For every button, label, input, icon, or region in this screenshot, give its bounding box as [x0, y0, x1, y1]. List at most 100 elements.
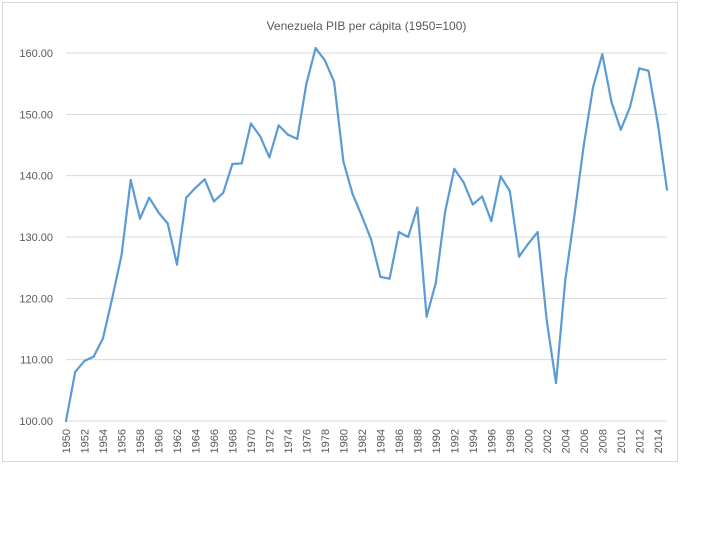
data-point: [194, 186, 197, 189]
x-tick-label: 1952: [79, 429, 91, 453]
x-axis-ticks: 1950 1952 1954 1956 1958 1960 1962 1964 1966 1968…: [61, 429, 665, 453]
data-point: [545, 319, 548, 323]
x-tick-label: 1980: [338, 429, 350, 453]
x-tick-label: 1994: [468, 429, 480, 453]
data-point: [157, 211, 160, 214]
x-tick-label: 1964: [190, 429, 202, 453]
data-point: [166, 222, 169, 225]
data-point: [296, 137, 299, 140]
data-point: [249, 122, 252, 125]
x-tick-label: 2002: [542, 429, 554, 453]
x-tick-label: 1976: [301, 429, 313, 453]
data-point: [508, 189, 511, 193]
x-tick-label: 1970: [246, 429, 258, 453]
data-point: [129, 178, 132, 182]
data-point: [582, 143, 585, 147]
gridlines: [66, 52, 667, 422]
data-point: [573, 213, 576, 216]
chart-frame: Venezuela PIB per cápita (1950=100) 100.…: [2, 2, 678, 462]
x-tick-label: 1990: [431, 429, 443, 453]
y-tick-label: 140.00: [19, 171, 53, 183]
x-tick-label: 2006: [579, 429, 591, 453]
series-line: [64, 46, 669, 422]
data-point: [268, 156, 271, 159]
data-point: [175, 263, 179, 266]
x-tick-label: 1998: [505, 429, 517, 453]
y-tick-label: 100.00: [19, 416, 53, 428]
data-point: [638, 67, 641, 70]
data-point: [111, 297, 114, 300]
data-point: [185, 196, 188, 199]
data-point: [619, 128, 622, 131]
data-point: [518, 255, 521, 258]
data-point: [203, 178, 206, 181]
x-tick-label: 1986: [394, 429, 406, 453]
data-point: [490, 220, 493, 223]
data-point: [425, 315, 428, 318]
data-point: [231, 162, 234, 166]
data-point: [388, 277, 391, 280]
data-point: [286, 133, 289, 136]
data-point: [665, 188, 669, 191]
data-point: [453, 167, 456, 170]
data-point: [120, 254, 123, 257]
data-point: [434, 281, 437, 285]
x-tick-label: 2000: [523, 429, 535, 453]
data-point: [333, 80, 336, 83]
y-tick-label: 150.00: [19, 109, 53, 121]
data-point: [92, 355, 95, 358]
x-tick-label: 1988: [412, 429, 424, 453]
x-tick-label: 1996: [486, 429, 498, 453]
data-point: [74, 370, 77, 373]
data-point: [240, 162, 243, 165]
x-tick-label: 1962: [172, 429, 184, 453]
y-axis-ticks: 100.00 110.00 120.00 130.00 140.00 150.00 160.…: [19, 48, 53, 428]
chart-title: Venezuela PIB per cápita (1950=100): [267, 19, 467, 33]
data-point: [416, 206, 419, 209]
x-tick-label: 1992: [449, 429, 461, 453]
data-point: [323, 59, 326, 62]
data-point: [462, 181, 465, 184]
x-tick-label: 1958: [135, 429, 147, 453]
data-point: [212, 200, 215, 203]
data-point: [610, 101, 613, 104]
data-point: [370, 238, 373, 241]
x-tick-label: 2010: [616, 429, 628, 453]
x-tick-label: 1954: [98, 429, 110, 453]
series-group: [64, 46, 669, 423]
data-point: [471, 203, 474, 206]
y-tick-label: 160.00: [19, 48, 53, 60]
data-point: [601, 53, 604, 56]
data-point: [591, 86, 595, 89]
x-tick-label: 1956: [116, 429, 128, 453]
x-tick-label: 1974: [283, 429, 295, 453]
data-point: [305, 82, 308, 85]
data-point: [647, 69, 650, 72]
data-point: [656, 122, 659, 125]
data-point: [314, 47, 317, 50]
data-point: [628, 105, 632, 109]
x-tick-label: 1966: [209, 429, 221, 453]
data-point: [138, 217, 142, 220]
data-point: [379, 275, 382, 278]
data-point: [554, 381, 558, 385]
data-point: [64, 419, 68, 423]
data-point: [222, 191, 225, 194]
data-point: [277, 124, 280, 127]
data-point: [499, 175, 502, 178]
y-tick-label: 130.00: [19, 232, 53, 244]
y-tick-label: 120.00: [19, 293, 53, 305]
line-chart: Venezuela PIB per cápita (1950=100) 100.…: [19, 19, 669, 453]
data-point: [101, 337, 105, 340]
data-point: [397, 231, 400, 234]
x-tick-label: 1960: [153, 429, 165, 453]
data-point: [536, 231, 539, 234]
x-tick-label: 1968: [227, 429, 239, 453]
data-point: [342, 160, 345, 163]
data-point: [360, 215, 363, 218]
data-point: [481, 195, 484, 198]
data-point: [83, 359, 86, 362]
x-tick-label: 2004: [560, 429, 572, 453]
data-point: [148, 196, 151, 199]
data-point: [444, 210, 447, 213]
